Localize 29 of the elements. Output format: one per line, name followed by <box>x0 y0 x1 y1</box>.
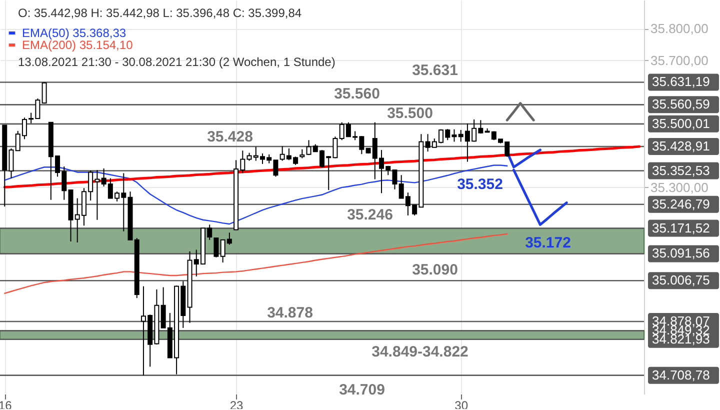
annotation: 34.878 <box>267 304 313 322</box>
annotation: 35.246 <box>347 206 393 224</box>
ref-line-label: 35.560,59 <box>652 96 710 112</box>
annotation: 34.709 <box>339 381 385 398</box>
annotation: 35.172 <box>525 234 571 252</box>
ref-line-label: 35.006,75 <box>652 272 710 288</box>
annotation: 35.352 <box>457 176 503 193</box>
annotation: O: 35.442,98 H: 35.442,98 L: 35.396,48 C: 35.399,84 <box>18 6 302 20</box>
y-tick-label: 35.700,00 <box>650 52 708 68</box>
ref-line-label: 35.091,56 <box>652 246 710 261</box>
y-tick-label: 35.300,00 <box>650 180 708 195</box>
legend-label: EMA(50) 35.368,33 <box>22 26 126 40</box>
annotation: 35.631 <box>412 62 458 80</box>
annotation: 35.500 <box>387 104 433 122</box>
ref-line-label: 35.246,79 <box>652 196 710 212</box>
ref-line-label: 35.171,52 <box>652 220 710 236</box>
ref-line-label: 35.500,01 <box>652 116 710 131</box>
ref-line-label: 35.352,53 <box>652 162 710 178</box>
ref-line-label: 34.708,78 <box>652 367 710 382</box>
ref-line-label: 34.878,07 <box>652 314 710 329</box>
legend-label: EMA(200) 35.154,10 <box>22 38 134 52</box>
annotation: 35.428 <box>207 128 253 146</box>
annotation: 34.849-34.822 <box>372 343 468 360</box>
ref-line-label: 35.631,19 <box>652 74 710 90</box>
annotation: 35.090 <box>412 262 458 279</box>
ref-line-label: 35.428,91 <box>652 138 710 154</box>
annotation: 13.08.2021 21:30 - 30.08.2021 21:30 (2 Wochen, 1 Stunde) <box>18 55 336 69</box>
y-tick-label: 35.800,00 <box>650 21 708 36</box>
annotation: 35.560 <box>334 86 380 103</box>
